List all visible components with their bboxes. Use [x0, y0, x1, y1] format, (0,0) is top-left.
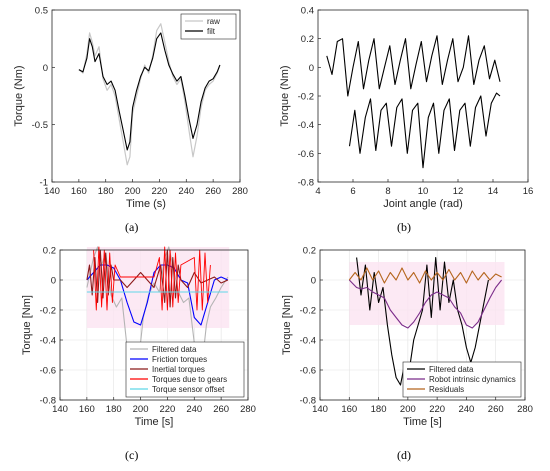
x-tick-label-d-6: 260	[488, 404, 504, 415]
x-tick-label-d-1: 160	[341, 404, 357, 415]
x-tick-label-d-4: 220	[429, 404, 445, 415]
y-tick-label-a-2: 0	[43, 63, 48, 74]
series-line-d-2	[348, 267, 502, 284]
y-tick-label-b-5: 0.2	[301, 34, 314, 45]
caption-d: (d)	[397, 448, 411, 462]
x-tick-label-d-3: 200	[400, 404, 416, 415]
legend-label-c-3: Torques due to gears	[152, 375, 227, 384]
x-tick-label-a-2: 180	[98, 186, 114, 197]
y-tick-label-c-2: -0.4	[40, 336, 56, 347]
y-tick-label-d-2: -0.4	[300, 336, 316, 347]
x-tick-label-c-5: 240	[186, 404, 202, 415]
chart-d: 140 160 180 200 220 240 260 280 -0.8 -0.6 -0.4 -0.2…	[281, 246, 533, 429]
x-tick-label-a-0: 140	[44, 186, 60, 197]
y-tick-label-d-0: -0.8	[300, 396, 316, 407]
x-tick-label-b-4: 12	[453, 186, 464, 197]
x-tick-label-c-3: 200	[133, 404, 149, 415]
y-tick-label-d-5: 0.2	[303, 246, 316, 257]
caption-b: (b)	[397, 220, 411, 234]
x-tick-label-b-0: 4	[315, 186, 320, 197]
y-tick-label-d-4: 0	[311, 276, 316, 287]
x-tick-label-c-4: 220	[159, 404, 175, 415]
legend-label-d-0: Filtered data	[429, 365, 474, 374]
legend-label-c-1: Friction torques	[152, 355, 207, 364]
x-tick-label-c-7: 280	[240, 404, 256, 415]
chart-b: 4 6 8 10 12 14 16 -0.8 -0.6 -0.4 -0.2 0 0.2 0.4 Joint …	[279, 6, 533, 211]
y-tick-label-d-1: -0.6	[300, 366, 316, 377]
caption-c: (c)	[125, 448, 139, 462]
chart-c: 140 160 180 200 220 240 260 280 -0.8 -0.6 -0.4 -0.2…	[21, 246, 256, 429]
x-tick-label-c-6: 260	[213, 404, 229, 415]
series-line-b-1	[348, 92, 501, 169]
y-tick-label-c-5: 0.2	[43, 246, 56, 257]
x-axis-label-c: Time [s]	[135, 416, 174, 428]
x-tick-label-c-2: 180	[106, 404, 122, 415]
x-tick-label-d-7: 280	[517, 404, 533, 415]
legend-label-c-0: Filtered data	[152, 345, 197, 354]
x-axis-label-d: Time [s]	[403, 416, 442, 428]
x-tick-label-b-6: 16	[523, 186, 534, 197]
x-tick-label-a-1: 160	[71, 186, 87, 197]
plot-area-b	[318, 10, 528, 182]
x-tick-label-d-2: 180	[371, 404, 387, 415]
legend-label-d-1: Robot intrinsic dynamics	[429, 375, 516, 384]
y-axis-label-a: Torque (Nm)	[13, 65, 25, 126]
legend-label-c-2: Inertial torques	[152, 365, 205, 374]
axes-frame-c	[59, 249, 249, 401]
x-tick-label-a-4: 220	[151, 186, 167, 197]
y-tick-label-a-0: -1	[40, 178, 48, 189]
y-axis-label-c: Torque [Nm]	[21, 295, 33, 355]
y-tick-label-b-0: -0.8	[298, 178, 314, 189]
caption-a: (a)	[125, 220, 139, 234]
series-line-d-0	[356, 256, 489, 386]
legend-label-a-1: filt	[207, 27, 216, 36]
x-tick-label-d-0: 140	[312, 404, 328, 415]
y-tick-label-b-4: 0	[309, 63, 314, 74]
x-tick-label-a-5: 240	[178, 186, 194, 197]
y-tick-label-b-1: -0.6	[298, 149, 314, 160]
x-tick-label-b-3: 10	[418, 186, 429, 197]
chart-a: 140 160 180 200 220 240 260 280 -1 -0.5 0 0.5 Time (…	[13, 6, 248, 211]
x-axis-label-a: Time (s)	[126, 198, 166, 210]
y-tick-label-c-4: 0	[51, 276, 56, 287]
x-tick-label-b-1: 6	[350, 186, 355, 197]
x-tick-label-b-5: 14	[488, 186, 499, 197]
legend-label-a-0: raw	[207, 17, 220, 26]
x-tick-label-b-2: 8	[385, 186, 390, 197]
y-tick-label-c-3: -0.2	[40, 306, 56, 317]
x-tick-label-c-1: 160	[79, 404, 95, 415]
series-line-c-2	[86, 249, 229, 308]
y-tick-label-a-1: -0.5	[32, 120, 48, 131]
series-line-a-1	[78, 32, 221, 151]
y-tick-label-d-3: -0.2	[300, 306, 316, 317]
y-tick-label-a-3: 0.5	[35, 6, 48, 17]
x-axis-label-b: Joint angle (rad)	[383, 198, 463, 210]
series-line-d-1	[348, 279, 503, 329]
x-tick-label-a-6: 260	[205, 186, 221, 197]
legend-label-d-2: Residuals	[429, 385, 464, 394]
y-axis-label-d: Torque [Nm]	[281, 295, 293, 355]
y-tick-label-b-3: -0.2	[298, 92, 314, 103]
axes-frame-d	[319, 249, 526, 401]
axes-frame-a	[51, 9, 241, 183]
legend-box-a	[180, 13, 237, 40]
y-tick-label-c-0: -0.8	[40, 396, 56, 407]
y-tick-label-b-6: 0.4	[301, 6, 314, 17]
y-axis-label-b: Torque (Nm)	[279, 65, 291, 126]
x-tick-label-c-0: 140	[52, 404, 68, 415]
x-tick-label-a-7: 280	[232, 186, 248, 197]
x-tick-label-a-3: 200	[125, 186, 141, 197]
y-tick-label-c-1: -0.6	[40, 366, 56, 377]
legend-label-c-4: Torque sensor offset	[152, 385, 225, 394]
y-tick-label-b-2: -0.4	[298, 120, 314, 131]
x-tick-label-d-5: 240	[458, 404, 474, 415]
series-line-b-0	[326, 35, 501, 97]
series-line-c-3	[93, 246, 211, 311]
